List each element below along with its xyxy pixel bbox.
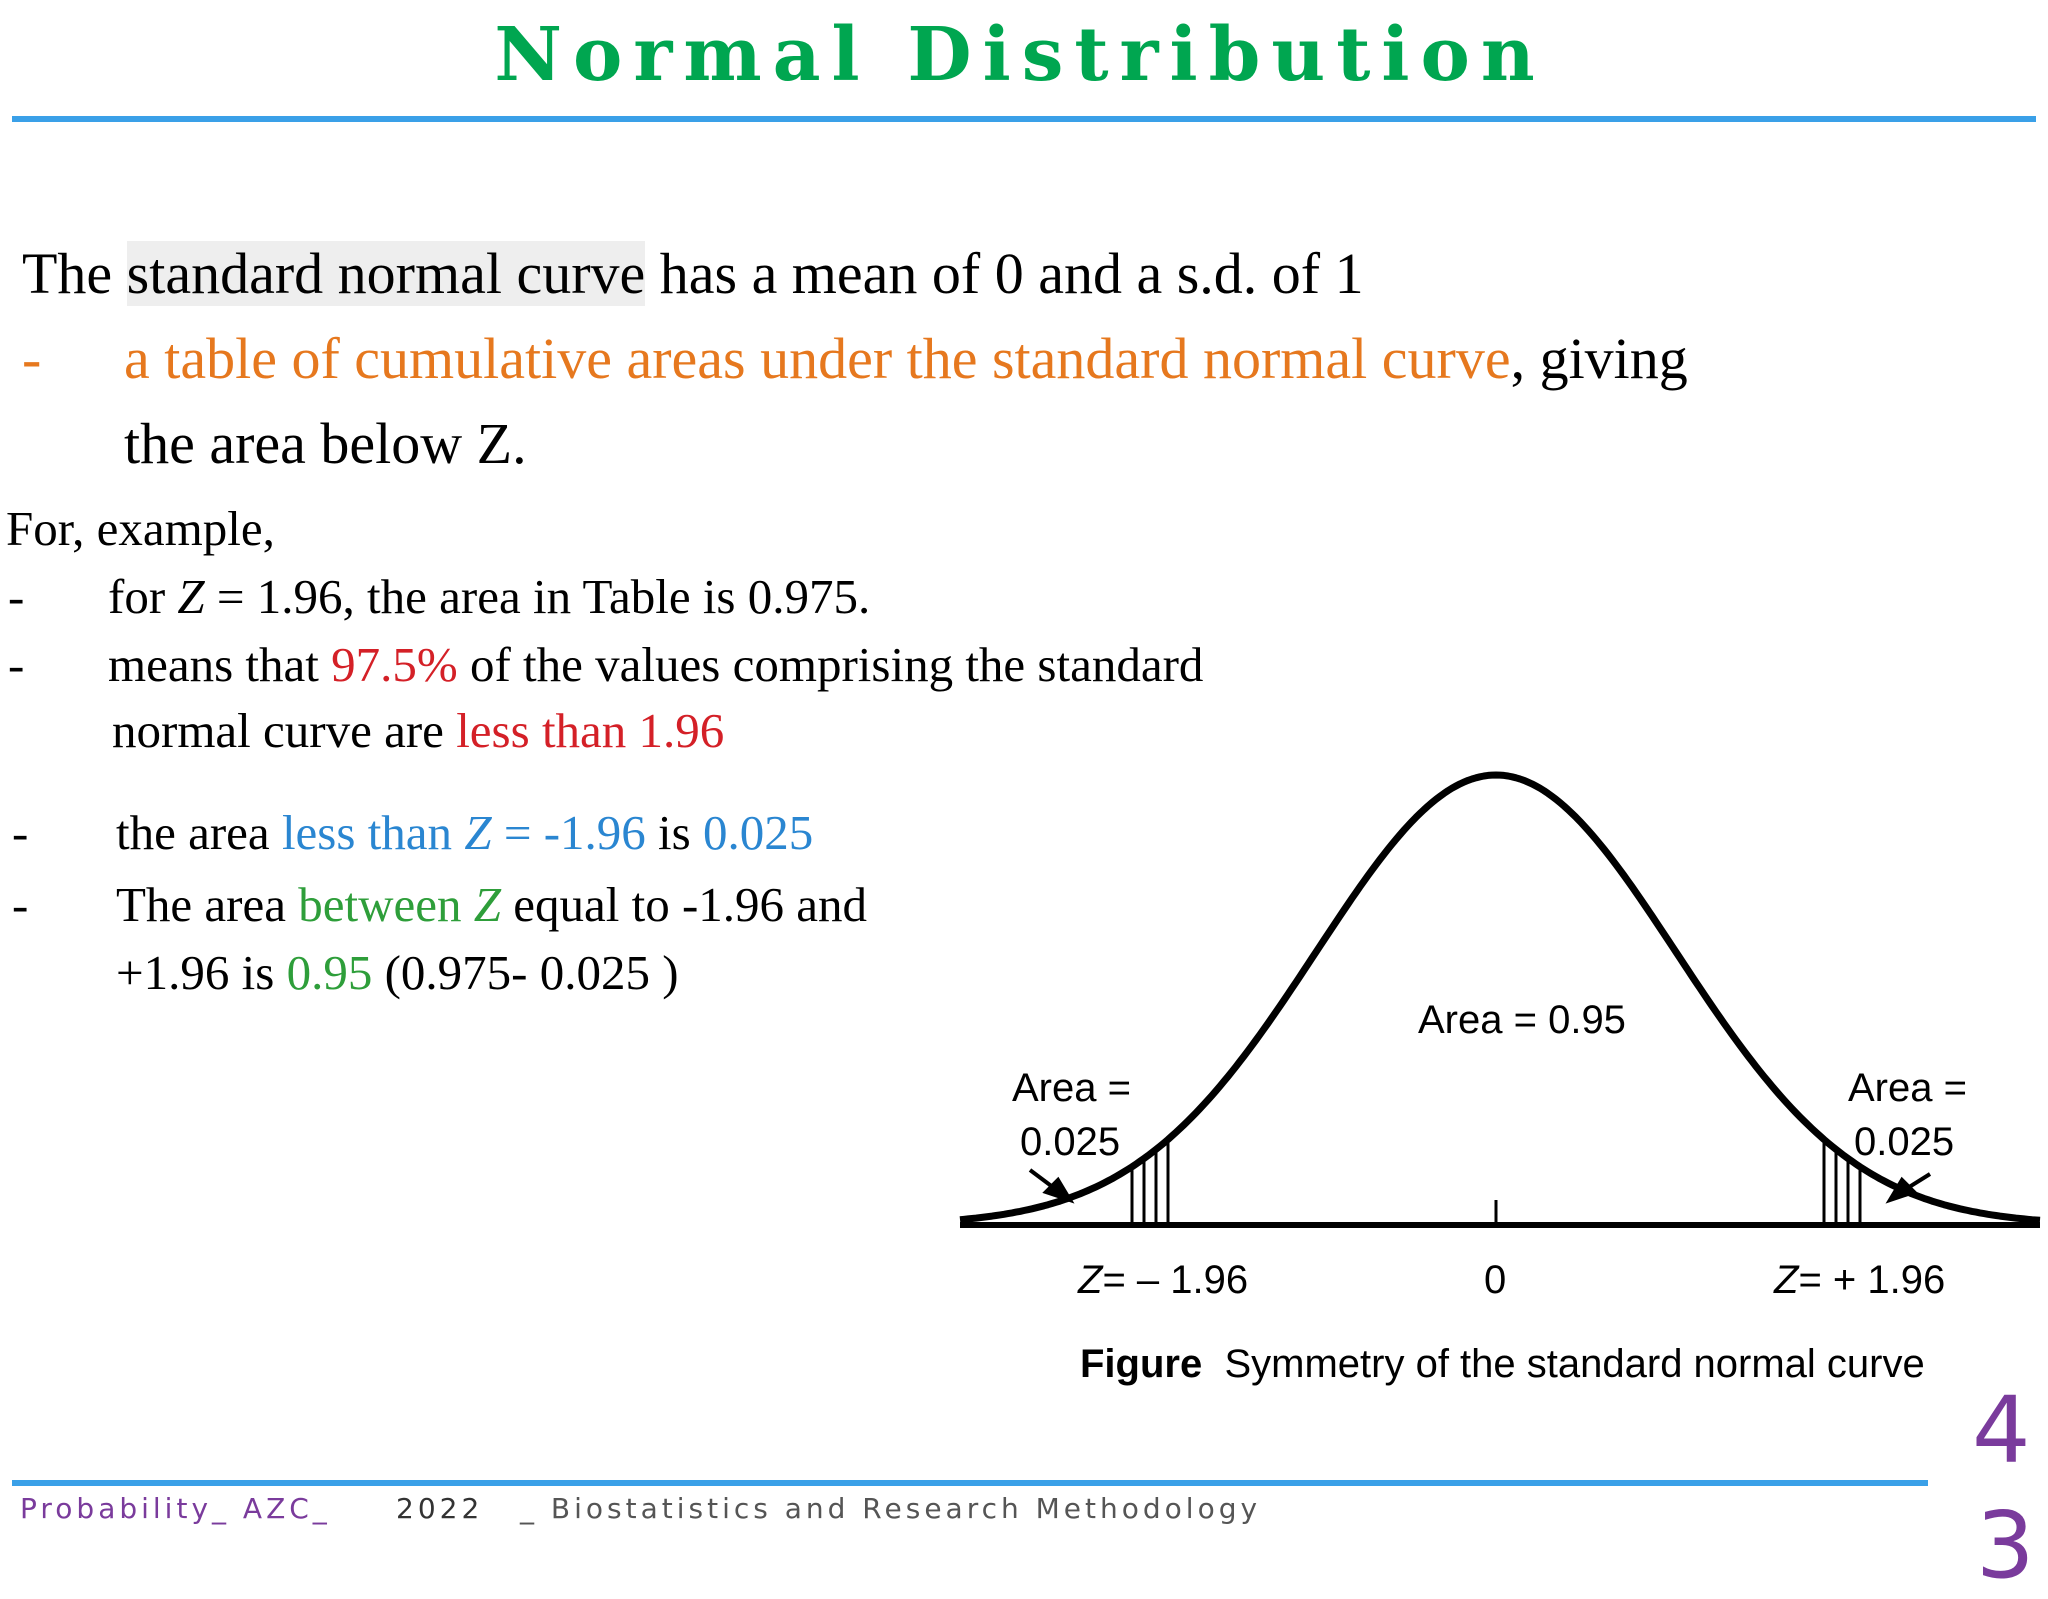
- figure-caption: Figure Symmetry of the standard normal c…: [1080, 1342, 1925, 1387]
- text: the area: [116, 805, 282, 860]
- z-symbol: Z: [464, 805, 492, 860]
- intro-orange-text: a table of cumulative areas under the st…: [124, 326, 1511, 391]
- text: The area: [116, 877, 299, 932]
- text: means that: [108, 637, 332, 692]
- text: normal curve are: [112, 703, 457, 758]
- z-right-value: = + 1.96: [1798, 1258, 1946, 1302]
- z-symbol: Z: [1774, 1258, 1799, 1302]
- area-center-label: Area = 0.95: [1418, 998, 1626, 1042]
- z-right-label: Z= + 1.96: [1774, 1258, 1945, 1303]
- example-bullet-1: for Z = 1.96, the area in Table is 0.975…: [108, 568, 870, 625]
- green-result: 0.95: [286, 945, 373, 1000]
- area-right-label-1: Area =: [1848, 1066, 1967, 1110]
- page-number: 4: [1972, 1377, 2031, 1484]
- z-center-label: 0: [1484, 1258, 1507, 1302]
- area-left-label-1: Area =: [1012, 1066, 1131, 1110]
- blue-result: 0.025: [702, 805, 814, 860]
- example-bullet-4-cont: +1.96 is 0.95 (0.975- 0.025 ): [116, 944, 679, 1001]
- text: equal to -1.96 and: [501, 877, 868, 932]
- caption-text: Symmetry of the standard normal curve: [1224, 1342, 1925, 1386]
- example-bullet-2-cont: normal curve are less than 1.96: [112, 702, 724, 759]
- text: of the values comprising the standard: [457, 637, 1204, 692]
- z-symbol: Z: [473, 877, 502, 932]
- footer-left: Probability_ AZC_: [20, 1492, 331, 1525]
- normal-curve-figure: Area = 0.95 Area = 0.025 Area = 0.025 Z=…: [950, 700, 2048, 1400]
- intro-line-2: a table of cumulative areas under the st…: [124, 325, 1688, 392]
- normal-curve-svg: [959, 771, 2041, 1228]
- text: for: [108, 569, 178, 624]
- percent-highlight: 97.5%: [331, 637, 458, 692]
- text: is: [645, 805, 703, 860]
- bullet-dash: -: [8, 637, 25, 692]
- intro-text: , giving: [1510, 326, 1688, 391]
- right-arrow: [1885, 1172, 1932, 1204]
- page-title: Normal Distribution: [494, 12, 1546, 98]
- area-right-label-2: 0.025: [1854, 1120, 1955, 1164]
- bullet-dash: -: [8, 569, 25, 624]
- intro-bullet-dash: -: [22, 326, 42, 391]
- z-left-label: Z= – 1.96: [1078, 1258, 1248, 1303]
- footer-year: 2022: [396, 1492, 484, 1525]
- intro-line-3: the area below Z.: [124, 411, 527, 476]
- page-number-second-digit: 3: [1976, 1492, 2035, 1599]
- bullet-dash: -: [12, 877, 29, 932]
- area-left-label-2: 0.025: [1020, 1120, 1121, 1164]
- less-than-highlight: less than 1.96: [456, 703, 725, 758]
- left-tail-hatch: [1130, 1139, 1170, 1225]
- title-underline: [12, 116, 2036, 122]
- footer-rule: [12, 1480, 1928, 1486]
- right-tail-hatch: [1822, 1139, 1862, 1225]
- example-bullet-3: the area less than Z = -1.96 is 0.025: [116, 804, 813, 861]
- intro-highlight: standard normal curve: [126, 241, 646, 306]
- intro-text: The: [22, 241, 127, 306]
- left-arrow: [1028, 1168, 1075, 1204]
- z-left-value: = – 1.96: [1102, 1258, 1249, 1302]
- intro-line-1: The standard normal curve has a mean of …: [22, 240, 1364, 307]
- bullet-dash: -: [12, 805, 29, 860]
- caption-bold: Figure: [1080, 1342, 1203, 1386]
- example-bullet-4: The area between Z equal to -1.96 and: [116, 876, 867, 933]
- text: (0.975- 0.025 ): [372, 945, 679, 1000]
- footer-course: _ Biostatistics and Research Methodology: [520, 1492, 1262, 1525]
- green-text: between: [298, 877, 474, 932]
- example-heading: For, example,: [6, 501, 275, 556]
- blue-text: = -1.96: [491, 805, 646, 860]
- text: = 1.96, the area in Table is 0.975.: [204, 569, 871, 624]
- intro-text: has a mean of 0 and a s.d. of 1: [645, 241, 1364, 306]
- text: +1.96 is: [116, 945, 287, 1000]
- example-bullet-2: means that 97.5% of the values comprisin…: [108, 636, 1203, 693]
- z-symbol: Z: [1078, 1258, 1103, 1302]
- blue-text: less than: [281, 805, 465, 860]
- z-symbol: Z: [177, 569, 205, 624]
